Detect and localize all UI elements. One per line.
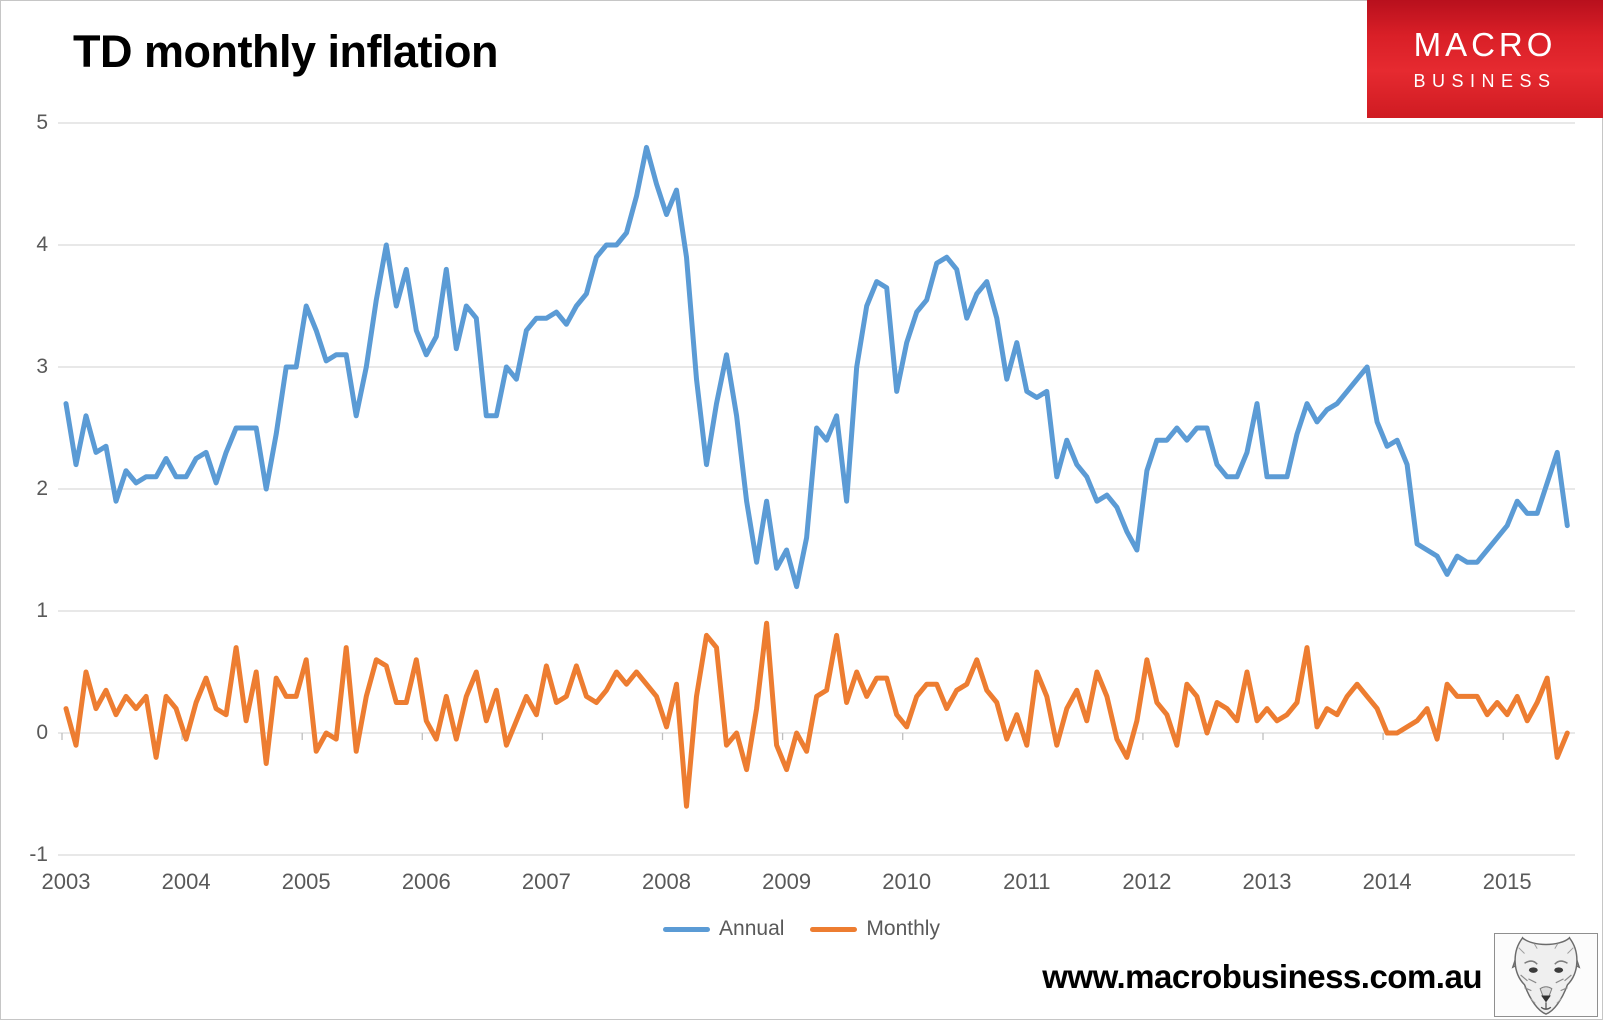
page-title: TD monthly inflation xyxy=(73,26,498,77)
series-line-monthly xyxy=(63,620,1570,809)
macrobusiness-logo: MACRO BUSINESS xyxy=(1367,0,1603,118)
x-tick-label-2010: 2010 xyxy=(882,869,932,894)
logo-text-business: BUSINESS xyxy=(1413,71,1557,91)
logo-text-macro: MACRO xyxy=(1413,26,1557,63)
y-tick-label: 5 xyxy=(36,111,48,134)
x-tick-label-2003: 2003 xyxy=(41,869,91,894)
x-tick-label-2007: 2007 xyxy=(521,869,571,894)
legend-swatch-monthly xyxy=(810,926,858,932)
x-tick-label-2011: 2011 xyxy=(1003,869,1051,894)
legend-label-monthly: Monthly xyxy=(866,917,940,940)
y-tick-label: 2 xyxy=(36,477,48,500)
x-axis-ticks xyxy=(61,733,1504,740)
x-tick-label-2013: 2013 xyxy=(1242,869,1292,894)
legend-item-annual: Annual xyxy=(663,917,784,941)
y-tick-label: 3 xyxy=(36,355,48,378)
chart-legend: Annual Monthly xyxy=(0,917,1603,941)
x-tick-label-2014: 2014 xyxy=(1362,869,1412,894)
x-tick-label-2004: 2004 xyxy=(161,869,211,894)
gridlines xyxy=(58,122,1575,856)
legend-swatch-annual xyxy=(663,926,711,932)
x-tick-label-2006: 2006 xyxy=(401,869,451,894)
x-tick-label-2008: 2008 xyxy=(642,869,691,894)
x-tick-label-2005: 2005 xyxy=(281,869,331,894)
wolf-logo-image xyxy=(1494,933,1598,1017)
y-tick-label: 0 xyxy=(36,721,48,744)
x-tick-label-2012: 2012 xyxy=(1122,869,1172,894)
x-tick-label-2015: 2015 xyxy=(1482,869,1532,894)
y-tick-label: -1 xyxy=(29,843,48,866)
y-tick-label: 4 xyxy=(36,233,48,256)
legend-label-annual: Annual xyxy=(719,917,785,940)
legend-item-monthly: Monthly xyxy=(810,917,940,941)
x-tick-label-2009: 2009 xyxy=(762,869,812,894)
website-url: www.macrobusiness.com.au xyxy=(1042,958,1482,995)
wolf-sketch-icon xyxy=(1511,936,1581,1015)
y-tick-label: 1 xyxy=(36,599,48,622)
series-line-annual xyxy=(63,144,1570,590)
